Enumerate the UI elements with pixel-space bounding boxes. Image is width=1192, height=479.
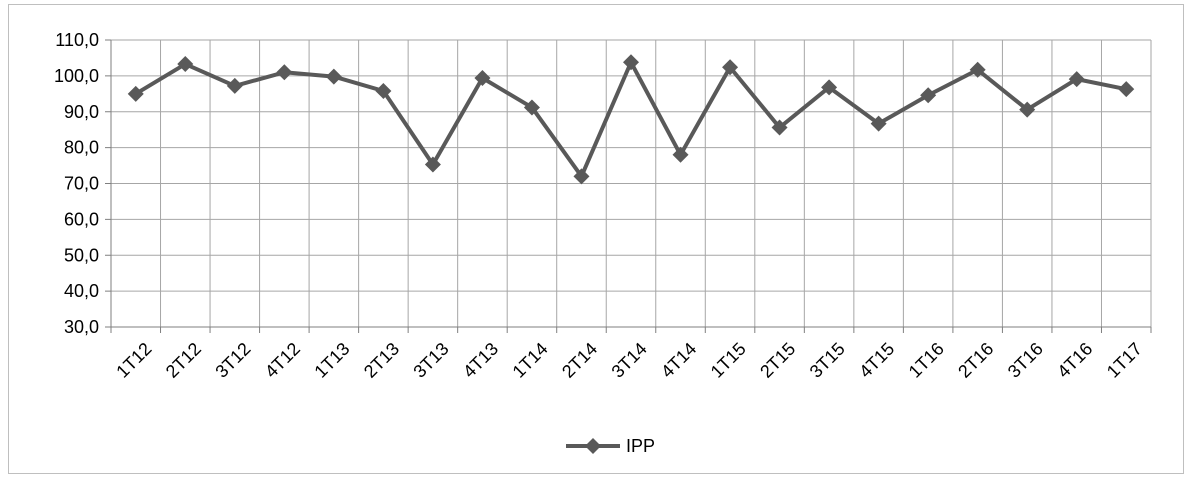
x-tick-label: 3T12: [211, 339, 254, 382]
data-point-marker: [127, 85, 144, 102]
data-point-marker: [523, 99, 540, 116]
data-point-marker: [771, 119, 788, 136]
x-tick-label: 4T16: [1053, 339, 1096, 382]
data-point-marker: [623, 54, 639, 71]
data-point-marker: [226, 77, 243, 94]
y-tick-label: 90,0: [64, 102, 99, 122]
data-point-marker: [424, 156, 441, 173]
data-point-marker: [325, 68, 342, 85]
data-point-marker: [573, 168, 590, 185]
x-tick-label: 3T16: [1004, 339, 1047, 382]
chart-frame: [8, 4, 1184, 474]
x-tick-label: 3T15: [806, 339, 849, 382]
x-tick-label: 2T16: [954, 339, 997, 382]
data-point-marker: [1019, 101, 1036, 118]
x-tick-label: 1T13: [310, 339, 353, 382]
data-point-marker: [722, 59, 739, 76]
data-point-marker: [1068, 71, 1085, 88]
y-tick-label: 50,0: [64, 245, 99, 265]
data-point-marker: [276, 64, 293, 81]
data-point-marker: [177, 56, 194, 73]
data-point-marker: [672, 146, 689, 163]
y-tick-label: 110,0: [55, 30, 99, 50]
x-tick-label: 3T13: [409, 339, 452, 382]
legend-label-ipp: IPP: [626, 436, 655, 456]
x-tick-label: 4T13: [459, 339, 502, 382]
legend: IPP: [566, 436, 655, 456]
x-tick-label: 2T12: [162, 339, 205, 382]
x-tick-label: 1T17: [1103, 339, 1146, 382]
x-tick-label: 2T13: [360, 339, 403, 382]
data-point-marker: [375, 82, 392, 99]
y-tick-label: 100,0: [54, 66, 99, 86]
data-point-marker: [870, 115, 887, 132]
y-tick-label: 80,0: [64, 138, 99, 158]
x-tick-label: 1T15: [707, 339, 750, 382]
x-tick-label: 1T14: [509, 339, 552, 382]
y-tick-label: 60,0: [64, 209, 99, 229]
y-tick-label: 40,0: [64, 281, 99, 301]
axes: [105, 39, 1152, 333]
data-point-marker: [1118, 81, 1135, 98]
y-axis-tick-labels: 30,0 40,0 50,0 60,0 70,0 80,0 90,0 100,0 110,0: [54, 30, 99, 337]
data-point-marker: [969, 61, 986, 78]
x-tick-label: 2T14: [558, 339, 601, 382]
x-tick-label: 4T15: [855, 339, 898, 382]
x-tick-label: 3T14: [608, 339, 651, 382]
data-point-marker: [474, 70, 491, 87]
y-tick-label: 70,0: [64, 174, 99, 194]
y-tick-label: 30,0: [64, 317, 99, 337]
x-tick-label: 4T12: [261, 339, 304, 382]
x-tick-label: 1T16: [905, 339, 948, 382]
x-tick-label: 1T12: [112, 339, 155, 382]
x-tick-label: 2T15: [756, 339, 799, 382]
x-axis-tick-labels: 1T12 2T12 3T12 4T12 1T13 2T13 3T13 4T13 1T14 2T14…: [112, 339, 1146, 382]
data-point-marker: [821, 79, 838, 96]
legend-marker-diamond-icon: [585, 438, 601, 454]
x-tick-label: 4T14: [657, 339, 700, 382]
data-point-marker: [920, 87, 937, 104]
series-ipp: [127, 54, 1135, 185]
